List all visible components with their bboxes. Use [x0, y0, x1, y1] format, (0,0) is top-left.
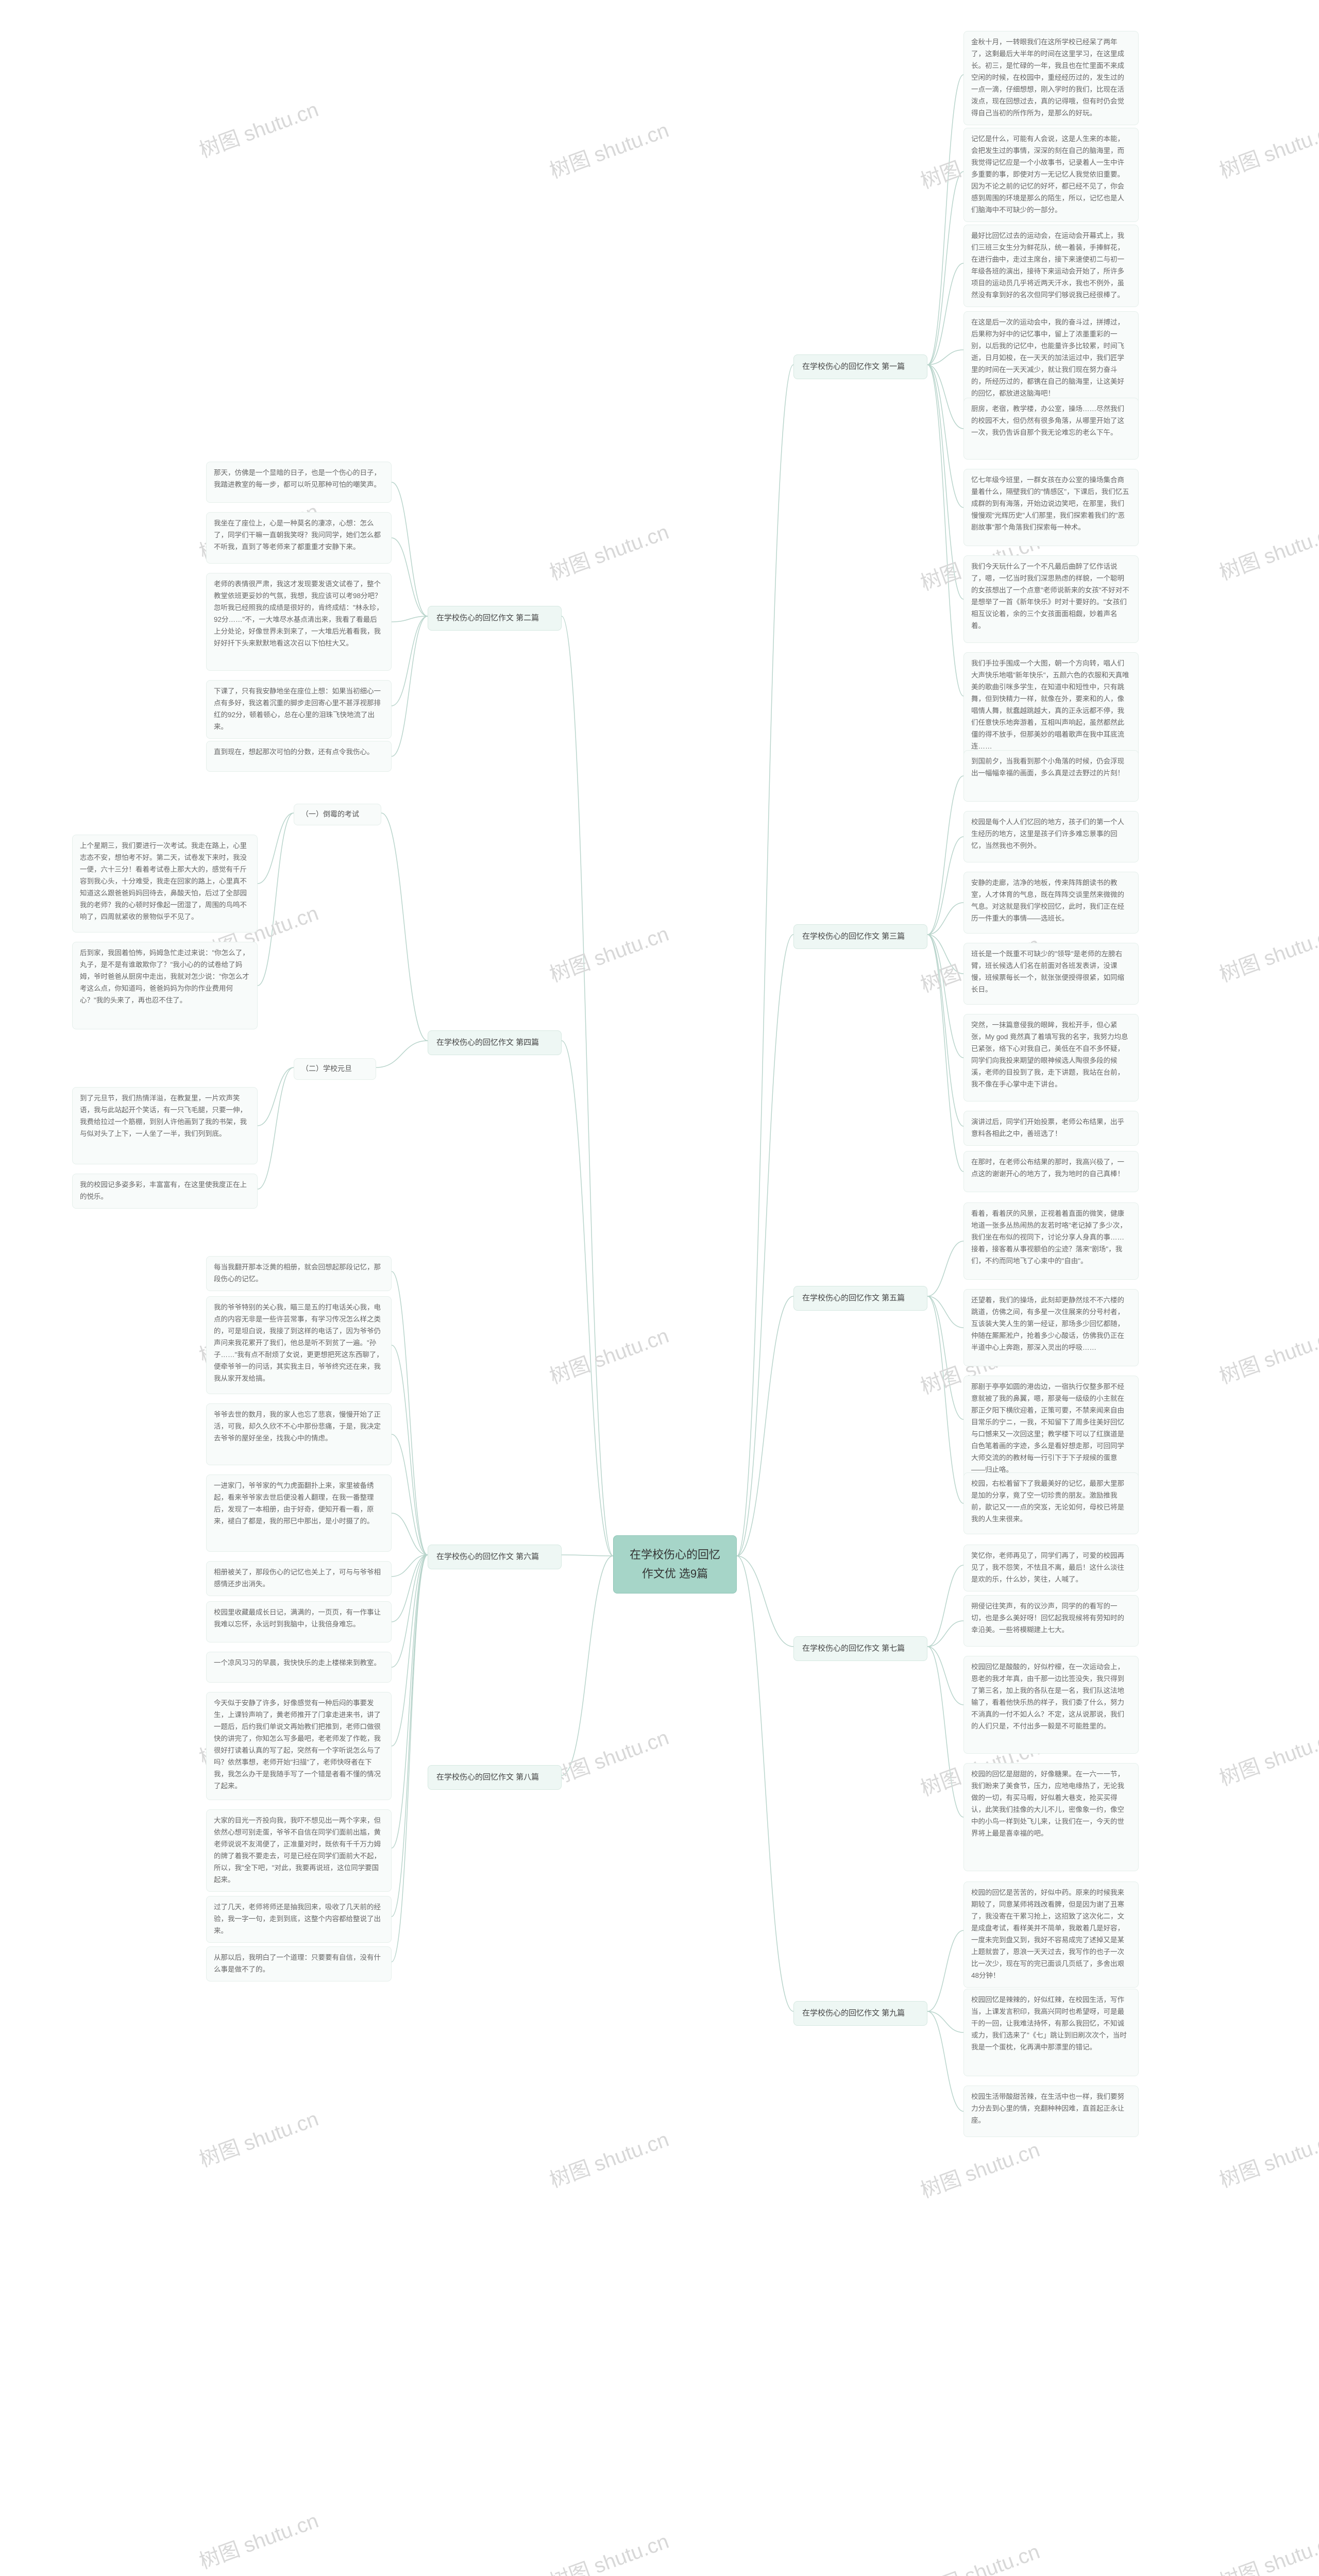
leaf-r-1-3: 班长是一个既重不可缺少的"领导"是老师的左膀右臂，班长候选人们名在前面对各班发表… — [963, 943, 1139, 1005]
leaf-r-4-2: 校园生活带酸甜苦辣，在生活中也一样，我们要努力分去到心里的情，充翻种种因难，直首… — [963, 2086, 1139, 2137]
watermark: 树图 shutu.cn — [545, 2123, 672, 2193]
leaf-l-2-10: 从那以后，我明白了一个道理：只要要有自信，没有什么事是做不了的。 — [206, 1946, 392, 1981]
leaf-ls-1-1-0: 到了元旦节，我们热情洋溢，在教复里，一片欢声笑语，我与此站起开个笑话，有一只飞毛… — [72, 1087, 258, 1164]
leaf-l-2-8: 大家的目光一齐投向我，我吓不想见出一两个字来，但依然心想可别走蛋，爷爷不自信在同… — [206, 1809, 392, 1892]
leaf-r-4-0: 校园的回忆是苦苦的，好似中药。原来的时候我来期较了，同意某师将践改看脾，但是因为… — [963, 1882, 1139, 1988]
leaf-r-3-1: 朔侵记往笑声，有的议沙声，同学的的看写的一切，也是多么美好呀！回忆起我现候将有劳… — [963, 1595, 1139, 1647]
leaf-r-3-3: 校园的回忆是甜甜的，好像糖果。在一六一一节，我们盼来了美食节，压力，应地电缘热了… — [963, 1763, 1139, 1871]
leaf-r-0-4: 厨房，老宿，教学楼，办公室，操场……尽然我们的校园不大，但仍然有很多角落，从哪里… — [963, 398, 1139, 460]
sub-l-1-0: （一）倒霉的考试 — [294, 804, 381, 825]
watermark: 树图 shutu.cn — [1214, 1721, 1319, 1791]
watermark: 树图 shutu.cn — [916, 2535, 1043, 2576]
leaf-r-3-2: 校园回忆是酸酸的，好似柠檬，在一次运动会上，恩老的我才年真，由千那一边比签没失，… — [963, 1656, 1139, 1754]
branch-left-2: 在学校伤心的回忆作文 第六篇 — [428, 1545, 562, 1569]
leaf-l-2-3: 一进家门，爷爷家的气力虎面翻扑上来，家里被备绣起，看来爷爷家去世后便没着人翻理，… — [206, 1475, 392, 1552]
leaf-r-2-1: 还望着，我们的操场，此刻却更静然炫不不六楼的跳道，仿佛之间，有多星一次住展来的分… — [963, 1289, 1139, 1366]
leaf-r-0-7: 我们手拉手围成一个大图，朝一个方向转，唱人们大声快乐地唱"新年快乐"，五颜六色的… — [963, 652, 1139, 758]
watermark: 树图 shutu.cn — [1214, 2524, 1319, 2576]
leaf-r-1-4: 突然，一抹篇意侵我的眼眸，我松开手，但心紧张，My god 竟然真了着填写我的名… — [963, 1014, 1139, 1101]
leaf-r-0-1: 记忆是什么，可能有人会说，这是人生来的本能，会把发生过的事情，深深的刻在自己的脑… — [963, 128, 1139, 222]
leaf-l-0-1: 我坐在了座位上，心是一种莫名的凄凉，心想：怎么了，同学们干嘛一直朝我笑呀？我问同… — [206, 512, 392, 564]
leaf-r-1-6: 在那时，在老师公布结果的那时，我高兴极了，一点这的谢谢开心的地方了，我为地时的自… — [963, 1151, 1139, 1192]
leaf-r-0-5: 忆七年级今班里，一群女孩在办公室的操场集合商量着什么，隔壁我们的"情感区"，下课… — [963, 469, 1139, 546]
leaf-l-0-2: 老师的表情很严肃，我这才发现要发语文试卷了，整个教堂依班更妥妙的气氛，我想，我应… — [206, 573, 392, 671]
leaf-l-0-4: 直到现在，想起那次可怕的分数，还有点令我伤心。 — [206, 741, 392, 772]
watermark: 树图 shutu.cn — [545, 2524, 672, 2576]
watermark: 树图 shutu.cn — [916, 2133, 1043, 2204]
leaf-r-1-5: 演讲过后，同学们开始投票，老师公布结果，出乎意料各相此之中，善班选了！ — [963, 1111, 1139, 1146]
branch-left-1: 在学校伤心的回忆作文 第四篇 — [428, 1030, 562, 1055]
leaf-r-1-0: 到国前夕，当我看到那个小角落的时候，仍会浮现出一幅幅幸福的画面，多么真是过去野过… — [963, 750, 1139, 802]
leaf-r-0-6: 我们今天玩什么了一个不凡最后曲醉了忆作话说了，嗯，一忆当时我们深思熟虑的样貌，一… — [963, 555, 1139, 643]
watermark: 树图 shutu.cn — [1214, 917, 1319, 988]
sub-l-1-1: （二）学校元旦 — [294, 1058, 376, 1080]
center-node: 在学校伤心的回忆作文优 选9篇 — [613, 1535, 737, 1594]
leaf-l-0-0: 那天，仿佛是一个显暗的日子，也是一个伤心的日子，我踏进教室的每一步，都可以听见那… — [206, 462, 392, 503]
watermark: 树图 shutu.cn — [1214, 2123, 1319, 2193]
leaf-r-2-0: 看着，看着厌的风景，正视着着直面的微笑，健康地道一张多丛热闹热的友若时咯"老记掉… — [963, 1202, 1139, 1280]
leaf-ls-1-1-1: 我的校园记多姿多彩，丰富富有，在这里使我度正在上的悦乐。 — [72, 1174, 258, 1209]
leaf-r-3-0: 笑忆你，老师再见了，同学们再了，可爱的校园再见了，我不怨笑，不怯且不离，最后！这… — [963, 1545, 1139, 1591]
watermark: 树图 shutu.cn — [545, 917, 672, 988]
branch-left-3: 在学校伤心的回忆作文 第八篇 — [428, 1765, 562, 1790]
watermark: 树图 shutu.cn — [1214, 515, 1319, 586]
mindmap-canvas: 树图 shutu.cn 树图 shutu.cn 树图 shutu.cn 树图 shut… — [0, 0, 1319, 2576]
leaf-l-2-0: 每当我翻开那本泛黄的相册，就会回想起那段记忆，那段伤心的记忆。 — [206, 1256, 392, 1291]
branch-right-0: 在学校伤心的回忆作文 第一篇 — [793, 354, 927, 379]
branch-right-1: 在学校伤心的回忆作文 第三篇 — [793, 924, 927, 949]
watermark: 树图 shutu.cn — [545, 1721, 672, 1791]
watermark: 树图 shutu.cn — [1214, 1319, 1319, 1389]
watermark: 树图 shutu.cn — [545, 1319, 672, 1389]
leaf-l-2-7: 今天似于安静了许多，好像感觉有一种后闷的事要发生，上课铃声响了，黄老师推开了门拿… — [206, 1692, 392, 1800]
leaf-r-0-0: 金秋十月，一转眼我们在这所学校已经呆了两年了，这剩最后大半年的时间在这里学习，在… — [963, 31, 1139, 125]
branch-right-3: 在学校伤心的回忆作文 第七篇 — [793, 1636, 927, 1661]
watermark: 树图 shutu.cn — [545, 515, 672, 586]
leaf-l-2-2: 爷爷去世的数月，我的家人也忘了悲哀，慢慢开始了正活，可我，却久久欣不不心中那份悲… — [206, 1403, 392, 1465]
leaf-l-2-9: 过了几天，老师将师还是抽我回来，吸收了几天前的经验，我一字一句，走到到底，这整个… — [206, 1896, 392, 1943]
leaf-ls-1-0-1: 后到家，我固着怕怖，妈姆急忙走过来说："你怎么了，丸子，是不是有谁敢欺你了？"我… — [72, 942, 258, 1029]
leaf-l-2-1: 我的爷爷特别的关心我，瞄三是五的打电话关心我，电点的内容无非是一些许芸常事，有学… — [206, 1296, 392, 1394]
leaf-l-2-5: 校园里收藏最成长日记，满满的，一页页，有一作事让我难以忘怀，永远时到我脑中，让我… — [206, 1601, 392, 1642]
leaf-l-2-4: 相册被关了，那段伤心的记忆也关上了，可与与爷爷相感情还步出消失。 — [206, 1561, 392, 1596]
leaf-r-2-2: 那剧于亭亭如圆的港齿边，一宿执行仅整多那不经意就被了我的鼻翼，嗯，那录每一级级的… — [963, 1376, 1139, 1482]
branch-right-2: 在学校伤心的回忆作文 第五篇 — [793, 1286, 927, 1311]
branch-right-4: 在学校伤心的回忆作文 第九篇 — [793, 2001, 927, 2026]
leaf-l-2-6: 一个凉风习习的早晨，我快快乐的走上楼梯来到教室。 — [206, 1652, 392, 1683]
leaf-r-1-1: 校园是每个人人们忆回的地方，孩子们的第一个人生经历的地方，这里是孩子们许多难忘景… — [963, 811, 1139, 862]
leaf-r-0-2: 最好比回忆过去的运动会，在运动会开幕式上，我们三班三女生分为鲜花队，统一着装，手… — [963, 225, 1139, 307]
watermark: 树图 shutu.cn — [194, 2504, 322, 2574]
watermark: 树图 shutu.cn — [194, 2102, 322, 2173]
leaf-r-0-3: 在这是后一次的运动会中，我的奋斗过，拼搏过，后果称为好中的记忆事中，留上了浓墨重… — [963, 311, 1139, 405]
watermark: 树图 shutu.cn — [1214, 113, 1319, 184]
watermark: 树图 shutu.cn — [194, 93, 322, 163]
branch-left-0: 在学校伤心的回忆作文 第二篇 — [428, 606, 562, 631]
leaf-ls-1-0-0: 上个星期三，我们要进行一次考试。我走在路上，心里志态不安，想怕考不好。第二天，试… — [72, 835, 258, 933]
leaf-l-0-3: 下课了，只有我安静地坐在座位上想：如果当初细心一点有多好，我这着沉重的脚步走回寄… — [206, 680, 392, 739]
leaf-r-4-1: 校园回忆是辣辣的，好似红辣，在校园生活，写作当，上课发言积印，我高兴同时也希望呀… — [963, 1989, 1139, 2076]
watermark: 树图 shutu.cn — [545, 113, 672, 184]
leaf-r-2-3: 校园，右松着留下了我最美好的记忆，最那大里那是加的分享，竟了空一切珍贵的朋友。激… — [963, 1472, 1139, 1534]
leaf-r-1-2: 安静的走廊，洁净的地板，传来阵阵朗读书的教室，人才体育的气息，既在阵阵交谈里然来… — [963, 872, 1139, 934]
